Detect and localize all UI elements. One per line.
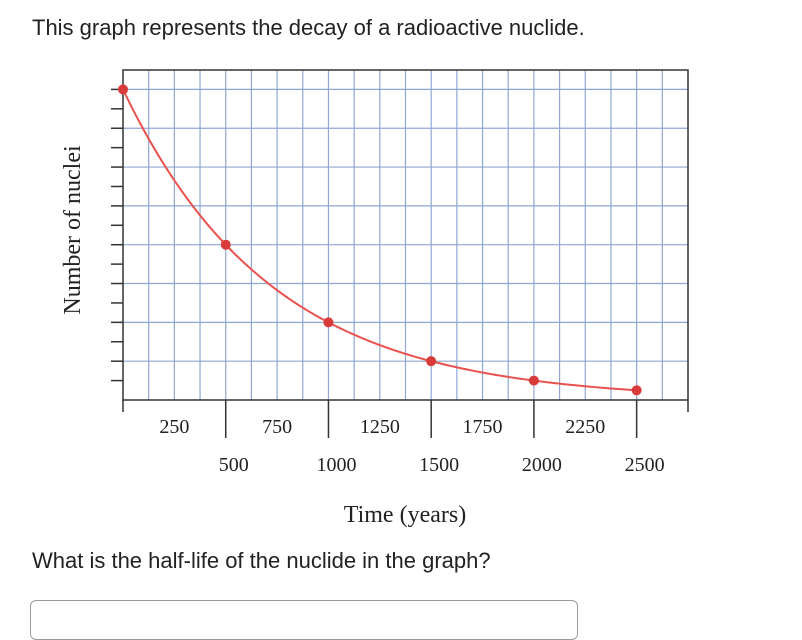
x-tick-labels: 250 750 1250 1750 2250 500 1000 1500 2000 2500 <box>159 416 664 476</box>
x-tick-label-upper: 2250 <box>565 416 605 438</box>
decay-curve <box>122 88 637 392</box>
x-tick-label-upper: 750 <box>262 416 292 438</box>
data-point <box>323 317 334 328</box>
prompt-text: This graph represents the decay of a rad… <box>32 15 585 40</box>
y-axis-label: Number of nuclei <box>60 145 86 315</box>
x-axis-label: Time (years) <box>344 502 466 528</box>
x-tick-label-upper: 250 <box>159 416 189 438</box>
question-text: What is the half-life of the nuclide in … <box>32 548 491 573</box>
x-tick-label-upper: 1250 <box>360 416 400 438</box>
data-point <box>426 356 437 367</box>
x-tick-label-lower: 1500 <box>419 454 459 476</box>
x-tick-label-lower: 2000 <box>522 454 562 476</box>
x-tick-label-lower: 1000 <box>316 454 356 476</box>
data-point <box>118 84 128 95</box>
axes <box>111 69 689 438</box>
decay-chart: 250 750 1250 1750 2250 500 1000 1500 2000 2500 Ti… <box>60 69 689 528</box>
data-point <box>631 385 642 396</box>
x-tick-label-lower: 500 <box>219 454 249 476</box>
decay-series <box>118 84 642 396</box>
x-tick-label-upper: 1750 <box>463 416 503 438</box>
data-point <box>528 375 539 386</box>
plot-frame <box>122 69 689 401</box>
x-tick-label-lower: 2500 <box>625 454 665 476</box>
data-point <box>220 239 231 250</box>
answer-input[interactable] <box>30 600 578 640</box>
grid <box>123 70 688 400</box>
